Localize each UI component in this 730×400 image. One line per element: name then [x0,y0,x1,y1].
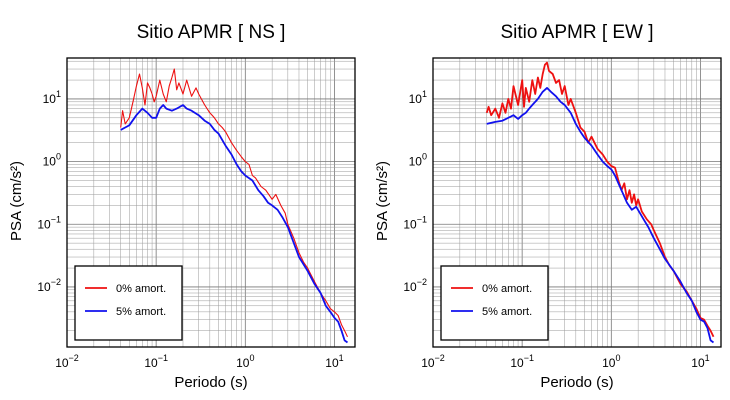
y-tick-label: 101 [43,89,61,106]
y-axis-label: PSA (cm/s²) [374,161,391,241]
legend: 0% amort. 5% amort. [440,265,549,341]
y-axis-label: PSA (cm/s²) [8,161,25,241]
x-tick-label: 101 [691,353,709,370]
x-tick-label: 10−1 [510,353,534,370]
y-tick-label: 10−1 [37,214,61,231]
x-tick-label: 101 [325,353,343,370]
plot-area: 10−2 10−1 100 101 10−2 10−1 100 101 0% amort. 5% … [37,57,356,370]
x-axis-label: Periodo (s) [174,374,247,391]
legend-label: 0% amort. [482,283,532,295]
chart-ew: Sitio APMR [ EW ] 10−2 10−1 100 101 10−2 10−1… [374,22,722,391]
legend-label: 0% amort. [116,283,166,295]
legend-box [440,265,549,341]
y-tick-label: 100 [43,152,61,169]
x-tick-label: 100 [602,353,620,370]
legend: 0% amort. 5% amort. [74,265,183,341]
x-tick-label: 100 [236,353,254,370]
y-tick-label: 10−2 [37,277,61,294]
x-tick-label: 10−2 [55,353,79,370]
plot-frame [432,57,722,348]
x-tick-label: 10−2 [421,353,445,370]
plot-frame [66,57,356,348]
y-tick-label: 10−1 [403,214,427,231]
legend-box [74,265,183,341]
x-axis-label: Periodo (s) [540,374,613,391]
series-line-undamped [120,68,348,338]
series-line-damped [486,87,715,344]
y-tick-label: 101 [409,89,427,106]
chart-title: Sitio APMR [ NS ] [137,22,286,43]
y-tick-label: 10−2 [403,277,427,294]
legend-label: 5% amort. [116,306,166,318]
y-tick-label: 100 [409,152,427,169]
x-tick-label: 10−1 [144,353,168,370]
series-line-damped [120,104,349,344]
plot-area: 10−2 10−1 100 101 10−2 10−1 100 101 0% amort. 5% … [403,57,722,370]
chart-title: Sitio APMR [ EW ] [500,22,653,43]
chart-ns: Sitio APMR [ NS ] 10−2 10−1 100 101 10−2 10−1… [8,22,356,391]
legend-label: 5% amort. [482,306,532,318]
